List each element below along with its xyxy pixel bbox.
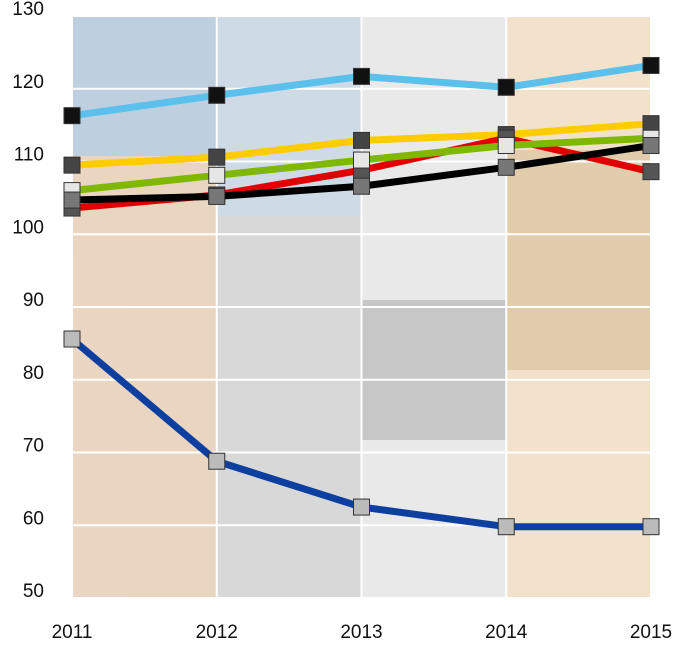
marker <box>497 518 515 536</box>
x-tick-label: 2013 <box>340 622 382 643</box>
marker <box>497 78 515 96</box>
y-tick-label: 50 <box>23 581 44 602</box>
marker <box>63 156 81 174</box>
y-tick-label: 110 <box>14 145 44 166</box>
marker <box>497 136 515 154</box>
marker <box>642 163 660 181</box>
marker <box>208 452 226 470</box>
marker <box>208 166 226 184</box>
marker <box>353 67 370 85</box>
y-tick-label: 60 <box>23 508 44 529</box>
marker <box>353 177 370 195</box>
marker <box>642 518 660 536</box>
marker <box>353 498 370 516</box>
y-tick-label: 70 <box>23 436 44 457</box>
marker <box>642 136 660 154</box>
x-tick-label: 2014 <box>485 622 528 643</box>
marker <box>353 151 370 169</box>
y-tick-label: 80 <box>23 363 44 384</box>
marker <box>63 330 81 348</box>
x-tick-label: 2011 <box>52 622 93 643</box>
marker <box>642 115 660 133</box>
x-tick-label: 2015 <box>630 622 672 643</box>
marker <box>63 107 81 125</box>
marker <box>497 158 515 176</box>
marker <box>208 187 226 205</box>
y-tick-label: 120 <box>12 72 44 93</box>
x-tick-label: 2012 <box>196 622 238 643</box>
marker <box>353 131 370 149</box>
y-tick-label: 90 <box>23 290 44 311</box>
marker <box>642 56 660 74</box>
y-tick-label: 100 <box>12 217 44 238</box>
marker <box>208 86 226 104</box>
y-tick-label: 130 <box>12 0 44 20</box>
marker <box>208 148 226 166</box>
marker <box>63 191 81 209</box>
